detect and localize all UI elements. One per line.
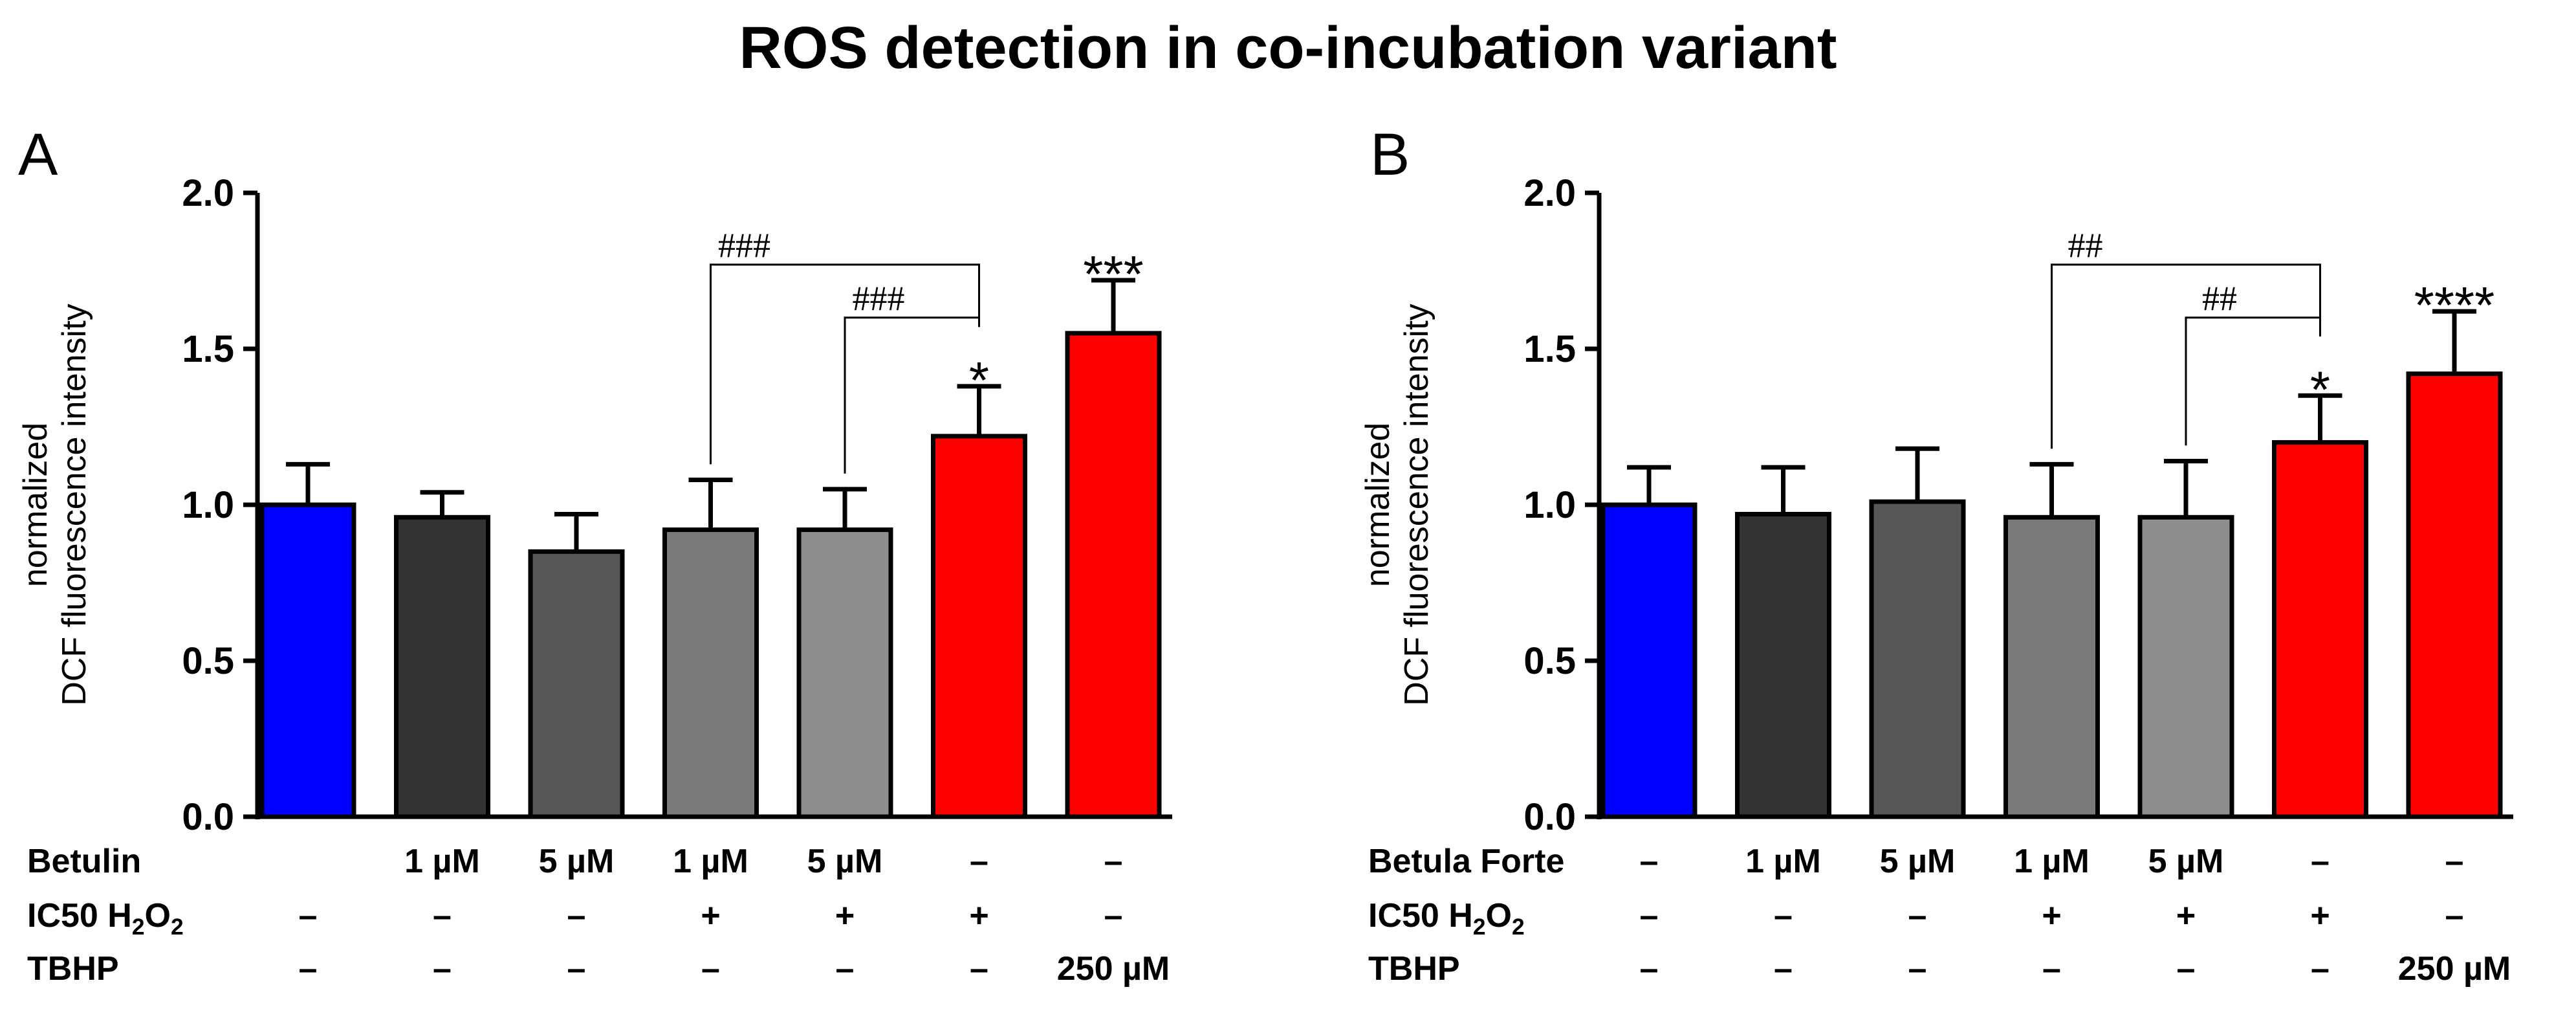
condition-cell: – <box>2311 950 2330 988</box>
bar <box>259 502 356 819</box>
condition-cell: – <box>1640 897 1659 935</box>
condition-cell: – <box>2445 897 2464 935</box>
condition-row-label: TBHP <box>1368 950 1460 988</box>
bar <box>2272 440 2368 819</box>
y-tick-label: 1.5 <box>182 328 234 370</box>
condition-cell: – <box>1640 950 1659 988</box>
y-tick-label: 2.0 <box>182 172 234 214</box>
condition-cell: 250 µM <box>1057 950 1170 988</box>
bar <box>1735 511 1831 819</box>
y-tick-label: 1.0 <box>1523 484 1576 526</box>
bar <box>2406 371 2503 819</box>
y-tick-label: 0.5 <box>182 640 234 682</box>
significance-hash-label: ## <box>2068 226 2103 265</box>
y-axis-label: DCF fluorescence intensity <box>56 304 93 705</box>
condition-cell: – <box>299 897 318 935</box>
condition-cell: – <box>2445 843 2464 880</box>
condition-cell: – <box>567 897 586 935</box>
condition-cell: – <box>1104 897 1123 935</box>
condition-cell: – <box>567 950 586 988</box>
y-tick-label: 1.0 <box>182 484 234 526</box>
condition-row-label: IC50 H2O2 <box>27 897 184 940</box>
panel-label: B <box>1370 122 1410 188</box>
y-tick-label: 2.0 <box>1523 172 1576 214</box>
condition-cell: + <box>2310 897 2330 935</box>
condition-cell: 5 µM <box>539 843 615 880</box>
condition-cell: 5 µM <box>1880 843 1956 880</box>
significance-bracket <box>710 263 980 465</box>
y-tick-label: 0.0 <box>182 796 234 838</box>
condition-cell: – <box>836 950 855 988</box>
condition-cell: + <box>2042 897 2061 935</box>
condition-cell: – <box>1104 843 1123 880</box>
condition-cell: – <box>299 950 318 988</box>
significance-hash-label: ## <box>2202 279 2237 318</box>
y-axis-label: DCF fluorescence intensity <box>1398 304 1435 705</box>
significance-bracket <box>844 316 980 474</box>
bar <box>796 527 893 819</box>
condition-cell: 5 µM <box>807 843 883 880</box>
y-tick-label: 0.5 <box>1523 640 1576 682</box>
y-axis-label: normalized <box>1359 423 1397 587</box>
bar <box>662 527 759 819</box>
significance-stars: **** <box>2414 276 2495 334</box>
condition-row-label: TBHP <box>27 950 119 988</box>
bar <box>394 515 490 819</box>
bar <box>528 549 625 819</box>
condition-cell: 1 µM <box>1745 843 1821 880</box>
condition-row-label: IC50 H2O2 <box>1368 897 1525 940</box>
condition-row-label: Betulin <box>27 843 141 880</box>
bar <box>1600 502 1697 819</box>
condition-cell: 250 µM <box>2398 950 2511 988</box>
condition-cell: 1 µM <box>673 843 748 880</box>
panel-label: A <box>18 122 58 188</box>
significance-stars: * <box>2310 360 2330 418</box>
y-tick-label: 0.0 <box>1523 796 1576 838</box>
condition-cell: – <box>433 950 452 988</box>
bar <box>2003 515 2100 819</box>
condition-cell: – <box>970 950 988 988</box>
condition-cell: – <box>2177 950 2196 988</box>
bar <box>1869 499 1966 819</box>
bar <box>931 434 1027 819</box>
condition-cell: 5 µM <box>2148 843 2224 880</box>
condition-cell: + <box>835 897 855 935</box>
condition-cell: 1 µM <box>404 843 480 880</box>
y-axis-label: normalized <box>17 423 54 587</box>
condition-cell: – <box>433 897 452 935</box>
condition-cell: – <box>1774 950 1793 988</box>
condition-cell: – <box>1640 843 1659 880</box>
condition-cell: – <box>2042 950 2061 988</box>
significance-bracket <box>2185 316 2321 446</box>
significance-stars: * <box>969 351 989 409</box>
y-tick-label: 1.5 <box>1523 328 1576 370</box>
condition-cell: + <box>969 897 988 935</box>
condition-row-label: Betula Forte <box>1368 843 1564 880</box>
significance-hash-label: ### <box>853 279 905 318</box>
significance-bracket <box>2051 263 2321 449</box>
condition-cell: + <box>2176 897 2196 935</box>
bar <box>1065 331 1162 819</box>
condition-cell: + <box>701 897 720 935</box>
condition-cell: – <box>701 950 720 988</box>
bar <box>2137 515 2234 819</box>
condition-cell: 1 µM <box>2014 843 2090 880</box>
condition-cell: – <box>970 843 988 880</box>
significance-hash-label: ### <box>718 226 770 265</box>
condition-cell: – <box>1774 897 1793 935</box>
significance-stars: *** <box>1083 245 1143 303</box>
condition-cell: – <box>2311 843 2330 880</box>
chart-title: ROS detection in co-incubation variant <box>739 15 1837 81</box>
condition-cell: – <box>1908 897 1927 935</box>
condition-cell: – <box>1908 950 1927 988</box>
